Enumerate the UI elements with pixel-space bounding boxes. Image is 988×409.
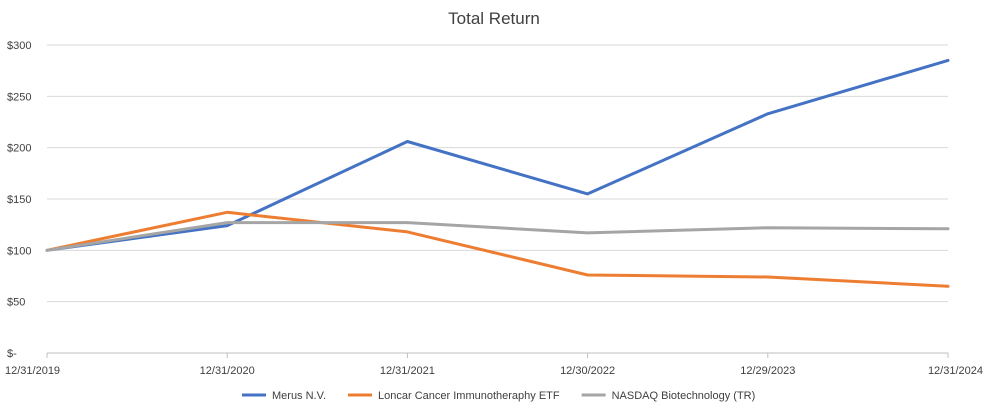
legend: Merus N.V. Loncar Cancer Immunotheraphy E… xyxy=(242,390,755,402)
legend-label: Merus N.V. xyxy=(272,390,326,402)
series-line-loncar-cancer-immunotheraphy-etf xyxy=(45,210,950,288)
legend-label: NASDAQ Biotechnology (TR) xyxy=(612,390,756,402)
x-tick-label: 12/31/2019 xyxy=(5,365,60,377)
series-line-nasdaq-biotechnology-tr xyxy=(45,221,950,252)
legend-label: Loncar Cancer Immunotheraphy ETF xyxy=(378,390,560,402)
series-lines xyxy=(45,58,950,288)
y-tick-label: $100 xyxy=(7,245,31,257)
x-tick-label: 12/30/2022 xyxy=(560,365,615,377)
legend-item: Loncar Cancer Immunotheraphy ETF xyxy=(348,390,560,402)
x-tick-label: 12/31/2021 xyxy=(380,365,435,377)
x-tick-label: 12/31/2020 xyxy=(200,365,255,377)
x-tick-label: 12/31/2024 xyxy=(928,365,983,377)
y-tick-label: $200 xyxy=(7,143,31,155)
y-tick-label: $- xyxy=(7,348,17,360)
y-axis-tick-labels: $- $50 $100 $150 $200 $250 $300 xyxy=(7,40,31,360)
y-tick-label: $250 xyxy=(7,91,31,103)
y-tick-label: $50 xyxy=(7,297,25,309)
legend-item: NASDAQ Biotechnology (TR) xyxy=(581,390,756,402)
x-tick-label: 12/29/2023 xyxy=(740,365,795,377)
gridlines xyxy=(46,44,949,358)
chart-title: Total Return xyxy=(448,9,540,28)
series-line-merus-n-v xyxy=(45,58,950,252)
y-tick-label: $150 xyxy=(7,194,31,206)
y-tick-label: $300 xyxy=(7,40,31,52)
x-axis-tick-labels: 12/31/2019 12/31/2020 12/31/2021 12/30/2022… xyxy=(5,365,983,377)
legend-item: Merus N.V. xyxy=(242,390,326,402)
